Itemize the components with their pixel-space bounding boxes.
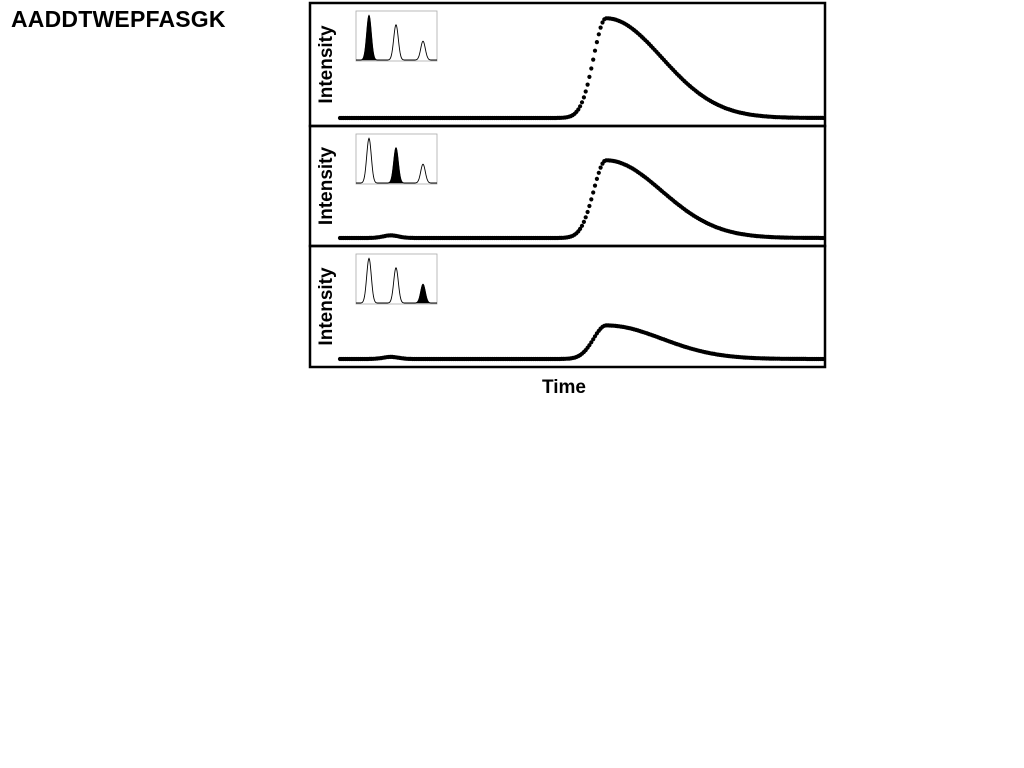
data-point [592,48,598,53]
data-point [585,82,590,87]
data-point [598,25,603,30]
data-point [589,66,594,71]
inset-isotope-envelope [355,10,438,62]
data-point [581,219,587,224]
data-point [579,100,585,105]
peptide-title: AADDTWEPFASGK [11,6,226,32]
data-point [598,165,603,170]
inset-isotope-envelope [355,133,438,185]
data-point [587,74,592,79]
data-point [589,340,594,345]
panel-bottom: Intensity [308,244,827,369]
data-point [581,95,587,100]
panel-frame [308,244,827,369]
data-point [594,176,600,181]
data-point [596,170,601,175]
data-point [821,356,827,362]
data-point [578,104,583,109]
data-point [578,226,583,231]
data-point [583,89,588,94]
data-point [589,197,594,202]
y-axis-label: Intensity [316,25,337,104]
y-axis-label: Intensity [316,267,337,346]
data-point [821,235,827,241]
data-point [592,183,598,188]
data-point [600,20,605,25]
panel-middle: Intensity [308,124,827,248]
inset-highlighted-peak [386,147,406,184]
panel-top: Intensity [308,1,827,128]
y-axis-label: Intensity [316,147,337,226]
data-point [596,32,601,37]
inset-highlighted-peak [359,15,379,61]
x-axis-label: Time [542,377,586,398]
data-point [585,209,590,215]
data-point [821,115,827,121]
data-point [587,203,592,209]
data-point [591,190,596,195]
inset-isotope-envelope [355,253,438,305]
inset-highlighted-peak [413,283,433,304]
data-point [576,107,581,112]
data-point [579,223,585,228]
data-point [591,57,596,62]
data-point [594,40,600,45]
data-point [583,215,588,220]
